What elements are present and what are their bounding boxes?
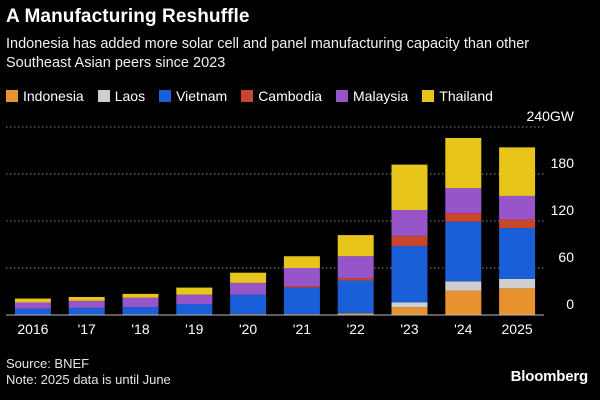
bar-segment-vietnam	[283, 287, 320, 315]
bar-segment-malaysia	[122, 297, 159, 308]
bar-segment-cambodia	[337, 278, 374, 281]
bar-segment-vietnam	[68, 307, 105, 315]
bar-segment-thailand	[445, 137, 482, 189]
chart-title: A Manufacturing Reshuffle	[6, 6, 250, 27]
bar-segment-thailand	[122, 293, 159, 298]
bar-segment-thailand	[499, 147, 536, 196]
bar-segment-cambodia	[391, 235, 428, 247]
bar-segment-malaysia	[176, 294, 213, 305]
x-tick-label: '19	[185, 321, 203, 337]
legend-item-cambodia: Cambodia	[241, 88, 322, 104]
bar-segment-cambodia	[283, 286, 320, 288]
bar-segment-thailand	[230, 272, 267, 283]
chart-subtitle: Indonesia has added more solar cell and …	[6, 36, 530, 71]
bar-segment-vietnam	[122, 307, 159, 315]
legend-label: Thailand	[439, 88, 493, 104]
bar-segment-vietnam	[230, 294, 267, 315]
bar-segment-malaysia	[283, 268, 320, 287]
data-note: Note: 2025 data is until June	[6, 372, 171, 387]
bar-segment-thailand	[283, 256, 320, 268]
bar-segment-malaysia	[391, 210, 428, 236]
bar-segment-laos	[445, 281, 482, 291]
legend-item-malaysia: Malaysia	[336, 88, 408, 104]
legend-swatch	[97, 90, 110, 102]
bar-segment-malaysia	[230, 282, 267, 295]
y-tick-label: 0	[566, 296, 574, 312]
y-tick-label: 180	[551, 155, 575, 171]
bar-segment-vietnam	[445, 221, 482, 282]
bloomberg-logo: Bloomberg	[510, 368, 589, 385]
x-tick-label: '17	[78, 321, 96, 337]
bar-segment-thailand	[391, 164, 428, 211]
legend-item-indonesia: Indonesia	[6, 88, 84, 104]
bar-segment-vietnam	[499, 228, 536, 279]
stacked-bar-chart: 0 60 120 180 240GW 2016 '17 '18 '19 '20 '21 '22 '23 '…	[6, 108, 575, 337]
bar-segment-malaysia	[445, 188, 482, 214]
legend-swatch	[241, 90, 254, 102]
bar-segment-malaysia	[68, 300, 105, 308]
y-tick-label: 240GW	[527, 108, 575, 124]
bar-segment-indonesia	[391, 307, 428, 315]
x-tick-label: 2016	[17, 321, 48, 337]
legend-label: Cambodia	[258, 88, 323, 104]
legend-item-vietnam: Vietnam	[159, 88, 227, 104]
bar-segment-vietnam	[176, 304, 213, 315]
bar-segment-indonesia	[499, 288, 536, 315]
x-tick-label: '23	[400, 321, 418, 337]
legend-label: Malaysia	[353, 88, 409, 104]
y-tick-label: 60	[558, 249, 574, 265]
legend-label: Indonesia	[23, 88, 84, 104]
bar-segment-vietnam	[391, 246, 428, 303]
legend-swatch	[159, 90, 172, 102]
chart-footer: Source: BNEF Note: 2025 data is until Ju…	[6, 356, 171, 388]
bar-segment-indonesia	[445, 290, 482, 315]
bar-segment-malaysia	[14, 302, 51, 309]
legend-label: Vietnam	[176, 88, 228, 104]
bar-segment-thailand	[68, 296, 105, 301]
bar-segment-laos	[391, 302, 428, 308]
x-tick-label: '24	[454, 321, 472, 337]
x-tick-label: 2025	[502, 321, 533, 337]
bar-segment-cambodia	[499, 219, 536, 229]
legend-swatch	[6, 90, 18, 102]
bar-segment-thailand	[337, 235, 374, 257]
chart-legend: Indonesia Laos Vietnam Cambodia Malaysia Thai…	[6, 87, 507, 105]
legend-item-thailand: Thailand	[422, 88, 493, 104]
bar-segment-thailand	[176, 287, 213, 295]
legend-swatch	[336, 90, 349, 102]
legend-item-laos: Laos	[97, 88, 146, 104]
x-tick-label: '18	[131, 321, 149, 337]
bar-segment-laos	[499, 278, 536, 289]
bar-segment-indonesia	[337, 313, 374, 315]
bar-segment-vietnam	[14, 308, 51, 315]
y-tick-label: 120	[551, 202, 575, 218]
bar-segment-thailand	[14, 298, 51, 303]
bar-segment-malaysia	[499, 195, 536, 220]
x-tick-label: '22	[347, 321, 365, 337]
x-tick-label: '20	[239, 321, 257, 337]
legend-swatch	[422, 90, 435, 102]
bar-segment-cambodia	[445, 213, 482, 222]
x-tick-label: '21	[293, 321, 311, 337]
source-note: Source: BNEF	[6, 356, 90, 371]
bar-segment-vietnam	[337, 280, 374, 314]
bar-segment-malaysia	[337, 256, 374, 279]
legend-label: Laos	[114, 88, 146, 104]
